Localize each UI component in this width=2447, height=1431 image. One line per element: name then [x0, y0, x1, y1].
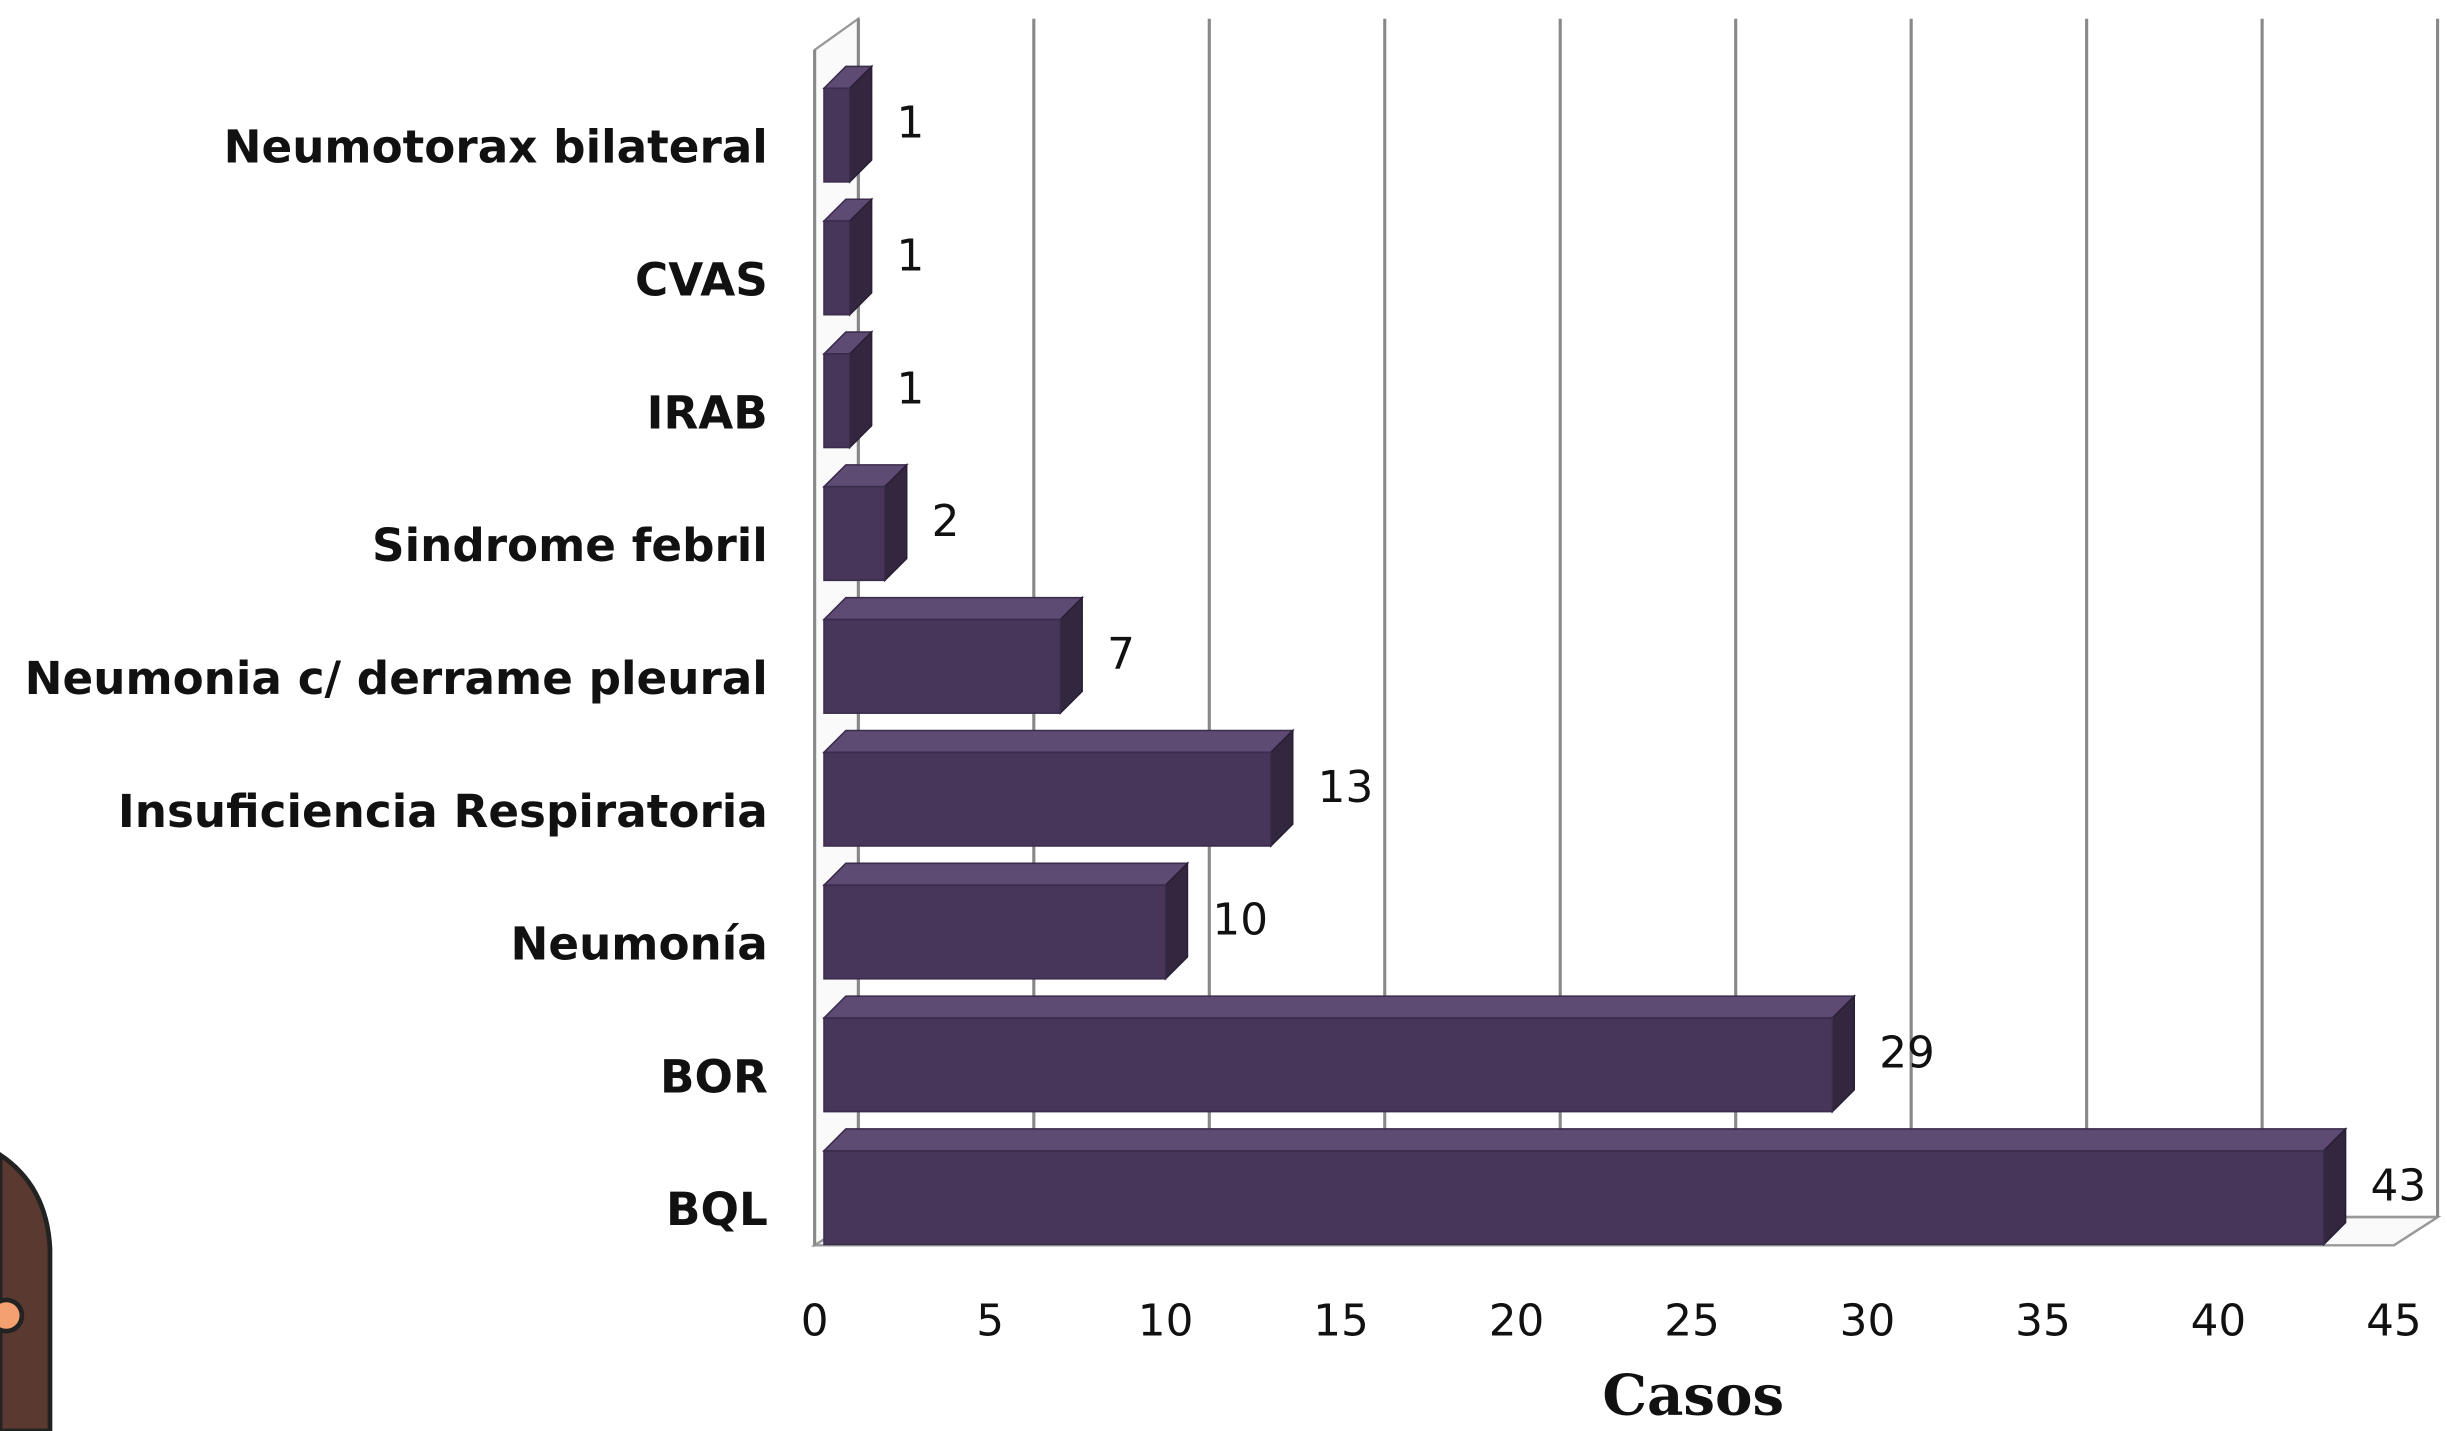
bar — [823, 353, 851, 449]
value-label: 7 — [1107, 629, 1135, 680]
value-label: 43 — [2371, 1160, 2427, 1211]
bar-top — [822, 995, 1857, 1019]
value-label: 13 — [1318, 762, 1374, 813]
x-axis-title: Casos — [1602, 1362, 1784, 1428]
y-tick-label: Neumotorax bilateral — [224, 121, 768, 174]
bar — [823, 751, 1272, 847]
x-tick-label: 0 — [801, 1295, 829, 1346]
bar — [823, 87, 851, 183]
bar-top — [822, 596, 1085, 621]
y-tick-label: Sindrome febril — [372, 519, 768, 572]
x-tick-label: 35 — [2015, 1295, 2071, 1346]
y-tick-label: BQL — [666, 1183, 768, 1236]
value-label: 10 — [1212, 895, 1268, 946]
y-tick-label: IRAB — [647, 386, 768, 439]
value-label: 1 — [897, 98, 925, 149]
bar-top — [822, 1128, 2348, 1152]
bar-top — [822, 729, 1295, 754]
y-tick-label: Neumonía — [511, 918, 768, 971]
y-tick-label: CVAS — [635, 253, 768, 306]
floor-line — [2393, 1216, 2439, 1247]
x-tick-label: 20 — [1489, 1295, 1545, 1346]
bar — [823, 884, 1167, 980]
value-label: 1 — [897, 363, 925, 414]
mascot — [0, 1151, 53, 1431]
y-tick-label: BOR — [660, 1050, 768, 1103]
x-tick-label: 10 — [1138, 1295, 1194, 1346]
y-tick-label: Neumonia c/ derrame pleural — [25, 652, 768, 705]
x-tick-label: 30 — [1840, 1295, 1896, 1346]
x-tick-label: 25 — [1664, 1295, 1720, 1346]
bar — [823, 485, 886, 582]
bar — [823, 220, 851, 316]
value-label: 1 — [897, 231, 925, 282]
x-tick-label: 5 — [976, 1295, 1004, 1346]
bar — [823, 1150, 2325, 1246]
x-tick-label: 45 — [2366, 1295, 2422, 1346]
y-tick-label: Insuficiencia Respiratoria — [118, 785, 768, 838]
bar — [823, 618, 1062, 714]
x-tick-label: 15 — [1313, 1295, 1369, 1346]
value-label: 29 — [1879, 1027, 1935, 1078]
x-tick-label: 40 — [2191, 1295, 2247, 1346]
bar — [823, 1017, 1834, 1113]
bar-top — [822, 862, 1190, 886]
value-label: 2 — [932, 496, 960, 547]
